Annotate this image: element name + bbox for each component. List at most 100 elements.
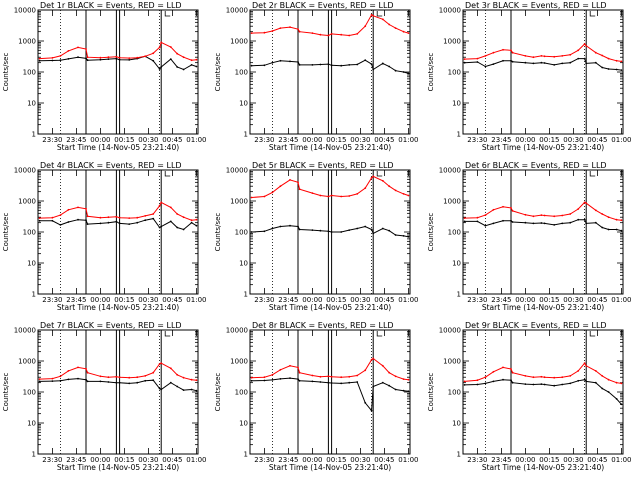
events-data-point: [388, 384, 391, 387]
events-data-point: [38, 380, 41, 383]
x-axis-label: Start Time (14-Nov-05 23:21:40): [57, 463, 179, 472]
events-data-point: [372, 232, 375, 235]
lld-data-point: [115, 375, 118, 378]
y-tick-label: 10000: [439, 327, 461, 335]
x-tick-label: 01:00: [398, 456, 418, 464]
events-data-point: [372, 68, 375, 71]
events-data-point: [476, 220, 479, 223]
events-data-point: [492, 222, 495, 225]
chart-panel: Det 6r BLACK = Events, RED = LLD 1 10 100 10…: [427, 161, 631, 312]
lld-data-point: [160, 362, 163, 365]
lld-data-point: [388, 23, 391, 26]
lld-series-line: [39, 201, 197, 221]
lld-data-point: [540, 375, 543, 378]
x-tick-label: 23:30: [42, 456, 62, 464]
lld-data-point: [348, 34, 351, 37]
events-series-line: [39, 218, 197, 231]
y-tick-label: 10: [452, 100, 461, 108]
events-data-point: [407, 235, 410, 238]
plot-frame: [462, 169, 624, 295]
lld-data-point: [250, 196, 253, 199]
y-tick-label: 10000: [14, 7, 36, 15]
lld-data-point: [128, 376, 131, 379]
events-data-point: [59, 224, 62, 226]
y-axis-label: Counts/sec: [2, 213, 10, 252]
events-data-point: [160, 225, 163, 228]
chart-panel: Det 3r BLACK = Events, RED = LLD 1 10 100 10…: [427, 1, 631, 152]
x-tick-label: 23:30: [42, 296, 62, 304]
lld-data-point: [158, 363, 161, 365]
lld-data-point: [169, 46, 172, 48]
x-tick-label: 00:45: [162, 136, 182, 144]
lld-data-point: [190, 219, 193, 222]
events-data-point: [136, 381, 139, 384]
plot-frame: [462, 9, 624, 135]
chart-panel: Det 2r BLACK = Events, RED = LLD 1 10 100 10…: [214, 1, 418, 152]
x-tick-label: 00:00: [90, 136, 110, 144]
y-tick-label: 10: [452, 420, 461, 428]
lld-data-point: [511, 51, 514, 54]
events-data-point: [99, 58, 102, 61]
x-tick-label: 00:45: [162, 296, 182, 304]
lld-data-point: [319, 375, 322, 378]
events-data-point: [59, 59, 62, 62]
events-data-point: [195, 389, 198, 392]
events-data-point: [492, 63, 495, 65]
events-data-point: [370, 409, 373, 412]
chart-title: Det 5r BLACK = Events, RED = LLD: [252, 161, 394, 170]
plot-frame: [37, 9, 199, 135]
x-axis-label: Start Time (14-Nov-05 23:21:40): [269, 143, 391, 152]
events-data-point: [86, 380, 89, 383]
events-data-point: [107, 221, 110, 224]
lld-data-point: [118, 376, 121, 379]
x-axis-label: Start Time (14-Nov-05 23:21:40): [482, 303, 604, 312]
x-tick-label: 00:45: [374, 456, 394, 464]
events-data-point: [476, 383, 479, 386]
events-data-point: [59, 379, 62, 382]
lld-data-point: [271, 373, 274, 376]
y-axis-label: Counts/sec: [427, 53, 435, 92]
lld-data-point: [190, 378, 193, 381]
events-data-point: [298, 379, 301, 382]
events-data-point: [67, 221, 70, 223]
corner-marker: [164, 171, 171, 177]
lld-data-point: [118, 56, 121, 59]
events-data-point: [263, 230, 266, 233]
lld-data-point: [136, 56, 139, 59]
events-data-point: [540, 383, 543, 385]
lld-data-point: [381, 364, 384, 367]
events-data-point: [160, 66, 163, 68]
lld-data-point: [510, 368, 512, 370]
lld-data-point: [540, 55, 543, 57]
lld-data-point: [583, 201, 586, 204]
events-data-point: [327, 63, 330, 65]
lld-data-point: [99, 56, 102, 59]
events-data-point: [263, 64, 266, 67]
x-axis-label: Start Time (14-Nov-05 23:21:40): [269, 303, 391, 312]
y-tick-label: 10000: [439, 167, 461, 175]
events-data-point: [263, 379, 266, 382]
lld-data-point: [263, 195, 266, 198]
y-tick-label: 100: [448, 389, 461, 397]
lld-data-point: [144, 375, 147, 377]
events-data-point: [176, 226, 179, 229]
lld-data-point: [51, 57, 54, 59]
x-tick-label: 00:15: [539, 296, 559, 304]
lld-data-point: [86, 56, 89, 59]
corner-marker: [376, 331, 383, 337]
lld-data-point: [51, 377, 54, 380]
events-data-point: [297, 225, 299, 228]
lld-data-point: [502, 205, 504, 208]
y-tick-label: 10: [452, 260, 461, 268]
events-data-point: [289, 224, 291, 227]
lld-data-point: [340, 195, 343, 198]
lld-data-point: [176, 373, 179, 376]
lld-series-line: [251, 175, 409, 198]
lld-data-point: [169, 206, 172, 209]
lld-data-point: [372, 14, 375, 17]
events-data-point: [279, 378, 282, 380]
events-data-point: [553, 224, 556, 226]
x-tick-label: 01:00: [611, 136, 631, 144]
lld-data-point: [585, 202, 588, 205]
